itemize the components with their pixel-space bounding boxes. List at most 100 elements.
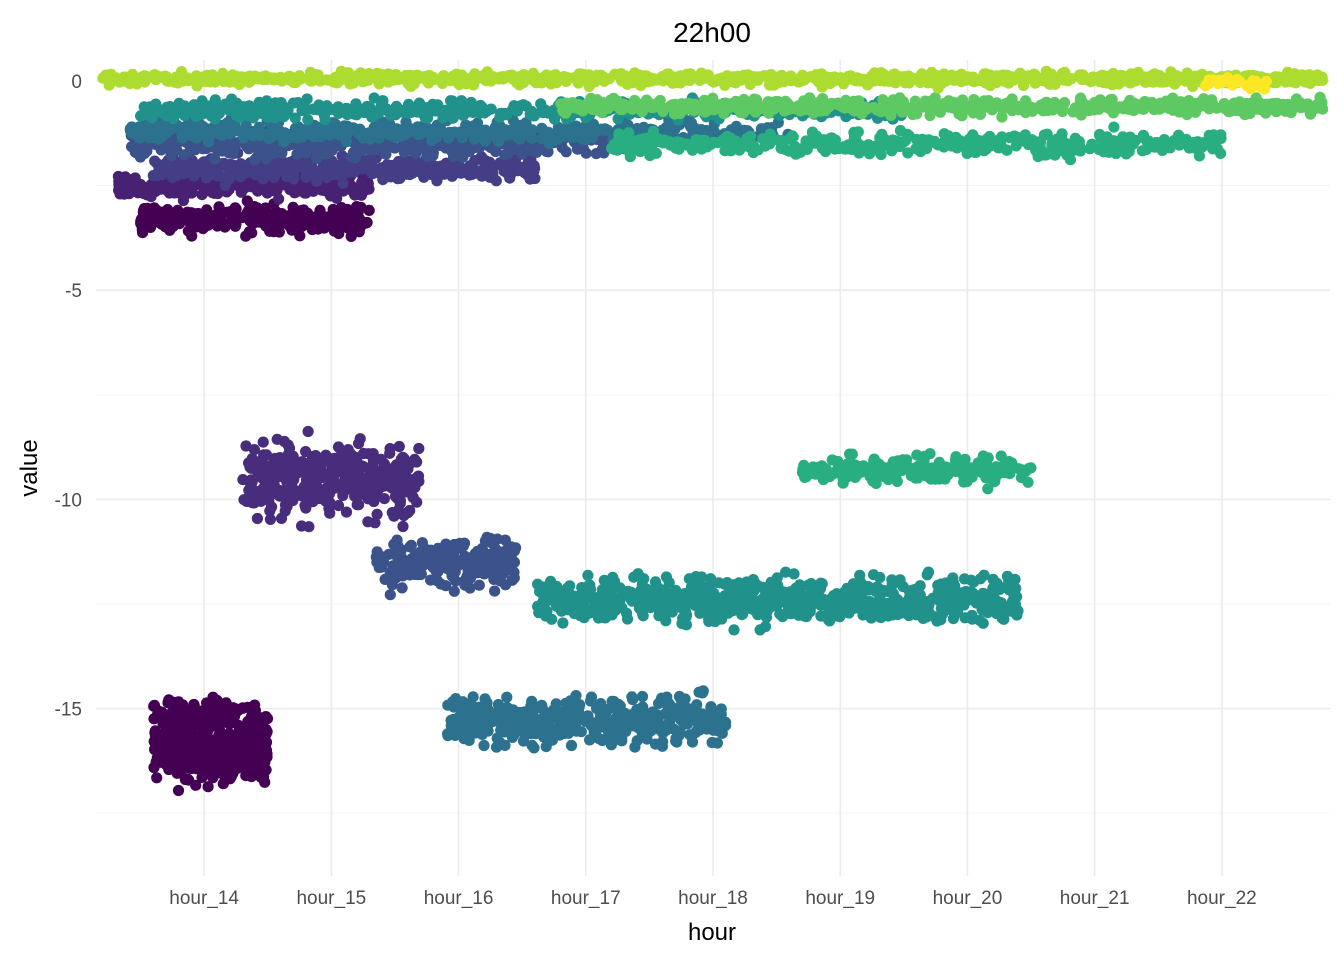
data-point bbox=[379, 573, 391, 586]
data-point bbox=[288, 466, 300, 478]
data-point bbox=[502, 710, 514, 723]
data-point bbox=[432, 565, 444, 578]
data-point bbox=[1008, 589, 1020, 601]
data-point bbox=[990, 607, 1003, 620]
data-point bbox=[645, 725, 657, 737]
data-point bbox=[299, 187, 311, 199]
data-point bbox=[231, 741, 243, 753]
data-point bbox=[389, 132, 401, 144]
data-point bbox=[298, 215, 310, 227]
data-points bbox=[97, 65, 1329, 797]
data-point bbox=[666, 595, 678, 607]
data-point bbox=[837, 477, 849, 489]
data-point bbox=[177, 194, 189, 207]
data-point bbox=[184, 705, 196, 717]
data-point bbox=[720, 716, 732, 729]
data-point bbox=[600, 124, 612, 136]
data-point bbox=[940, 577, 952, 589]
data-point bbox=[246, 745, 259, 757]
data-point bbox=[213, 108, 225, 120]
data-point bbox=[303, 167, 316, 180]
data-point bbox=[212, 706, 224, 718]
data-point bbox=[560, 146, 572, 158]
data-point bbox=[608, 599, 620, 612]
data-point bbox=[340, 506, 353, 518]
data-point bbox=[280, 179, 292, 191]
data-point bbox=[141, 145, 153, 157]
data-point bbox=[580, 147, 592, 159]
data-point bbox=[924, 448, 936, 460]
data-point bbox=[695, 586, 707, 598]
data-point bbox=[551, 600, 563, 612]
data-point bbox=[805, 578, 817, 590]
data-point bbox=[597, 707, 610, 719]
data-point bbox=[413, 475, 425, 487]
data-point bbox=[673, 690, 686, 703]
data-point bbox=[159, 757, 171, 769]
data-point bbox=[659, 708, 672, 720]
data-point bbox=[283, 442, 296, 454]
data-point bbox=[537, 124, 549, 136]
data-point bbox=[199, 758, 211, 770]
data-point bbox=[296, 520, 308, 532]
data-point bbox=[535, 98, 547, 110]
data-point bbox=[268, 184, 280, 196]
data-point bbox=[625, 709, 637, 721]
data-point bbox=[307, 103, 319, 115]
data-point bbox=[614, 705, 626, 717]
data-point bbox=[187, 742, 199, 754]
data-point bbox=[739, 593, 751, 605]
data-point bbox=[440, 580, 452, 592]
chart-title: 22h00 bbox=[673, 17, 751, 48]
data-point bbox=[186, 722, 199, 734]
data-point bbox=[500, 161, 512, 173]
data-point bbox=[384, 443, 396, 455]
data-point bbox=[536, 702, 548, 714]
data-point bbox=[505, 541, 517, 553]
data-point bbox=[277, 469, 289, 481]
data-point bbox=[206, 737, 218, 750]
data-point bbox=[478, 739, 490, 752]
data-point bbox=[398, 509, 410, 522]
data-point bbox=[706, 736, 718, 749]
data-point bbox=[243, 491, 255, 503]
data-point bbox=[248, 444, 260, 456]
data-point bbox=[169, 218, 181, 230]
data-point bbox=[397, 451, 409, 463]
data-point bbox=[274, 490, 286, 502]
data-point bbox=[276, 210, 289, 222]
data-point bbox=[254, 130, 266, 142]
data-point bbox=[459, 579, 471, 591]
data-point bbox=[761, 586, 773, 598]
data-point bbox=[660, 615, 672, 627]
data-point bbox=[287, 201, 299, 213]
data-point bbox=[520, 100, 532, 112]
data-point bbox=[328, 225, 340, 237]
data-point bbox=[172, 204, 184, 216]
data-point bbox=[966, 588, 978, 600]
data-point bbox=[686, 593, 698, 605]
data-point bbox=[959, 612, 971, 624]
data-point bbox=[266, 477, 278, 490]
data-point bbox=[629, 741, 641, 753]
data-point bbox=[478, 156, 490, 168]
data-point bbox=[986, 594, 998, 607]
data-point bbox=[353, 203, 365, 215]
data-point bbox=[457, 128, 469, 140]
data-point bbox=[285, 164, 297, 176]
data-point bbox=[846, 448, 858, 460]
data-point bbox=[300, 474, 313, 486]
data-point bbox=[759, 621, 772, 633]
data-point bbox=[317, 167, 329, 179]
data-point bbox=[484, 126, 496, 139]
data-point bbox=[164, 160, 176, 172]
data-point bbox=[627, 589, 639, 601]
data-point bbox=[564, 695, 577, 707]
data-point bbox=[409, 453, 421, 465]
data-point bbox=[418, 559, 430, 571]
data-point bbox=[903, 585, 916, 597]
data-point bbox=[384, 159, 396, 172]
data-point bbox=[547, 590, 559, 602]
data-point bbox=[126, 121, 138, 133]
